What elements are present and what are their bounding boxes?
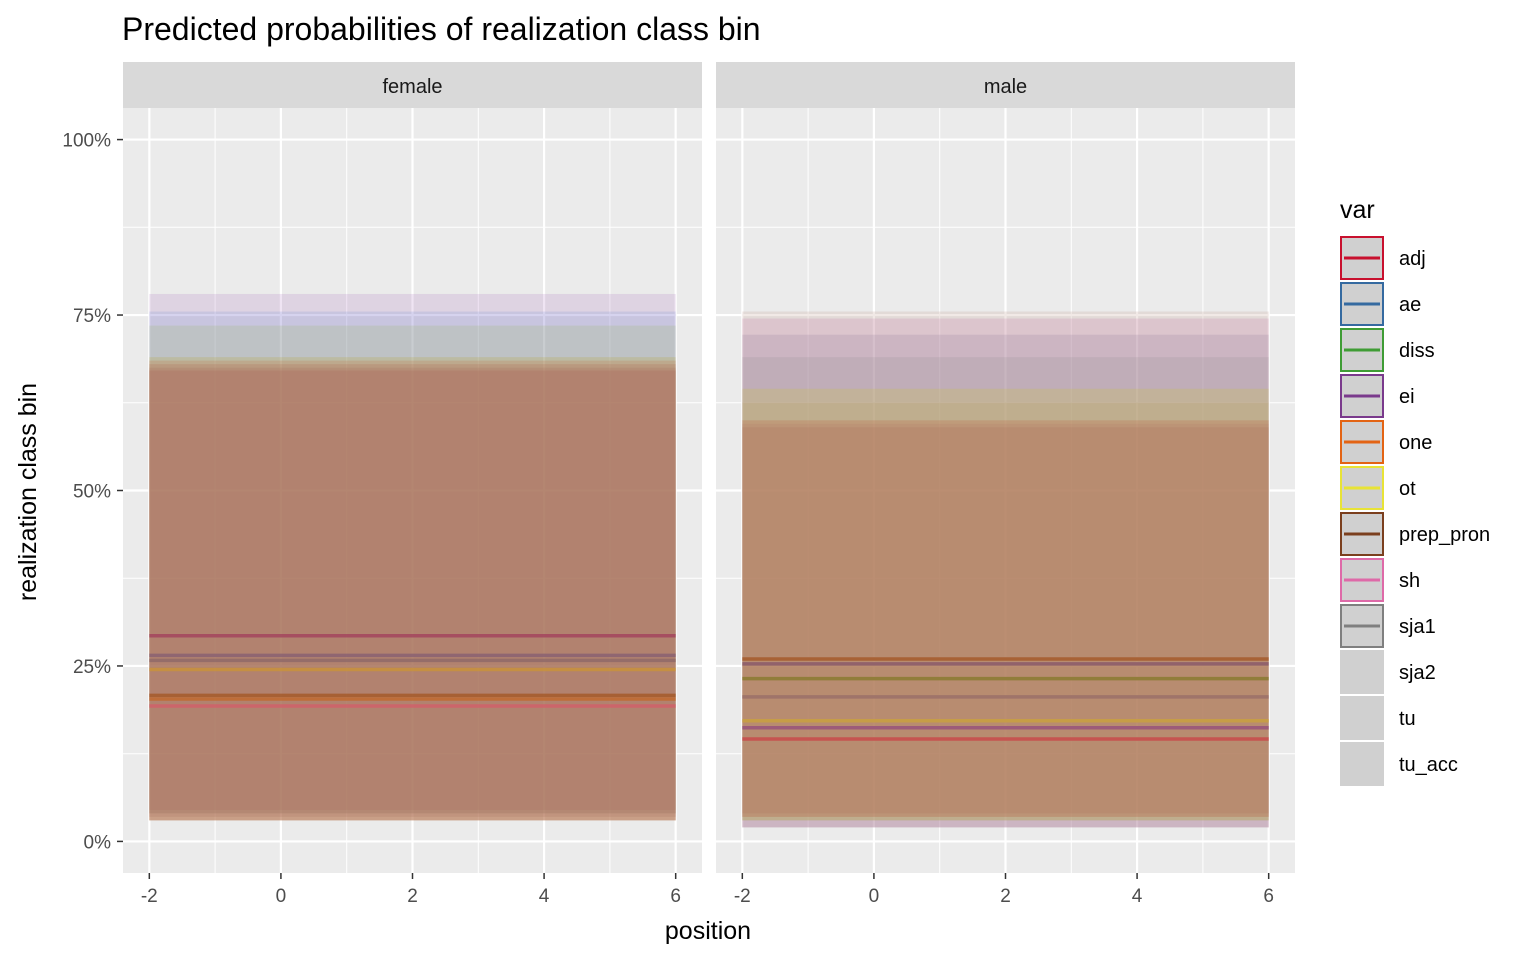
confidence-band [742, 420, 1269, 817]
legend-item-ot: ot [1340, 466, 1416, 510]
legend-label: tu [1399, 708, 1416, 730]
x-tick-label: 2 [1000, 886, 1011, 907]
x-tick-label: -2 [734, 886, 751, 907]
legend-item-tu: tu [1340, 696, 1416, 740]
confidence-band [742, 357, 1269, 821]
x-axis-title: position [665, 917, 751, 945]
x-tick-label: 0 [869, 886, 880, 907]
confidence-band [149, 325, 676, 814]
confidence-band [149, 364, 676, 821]
confidence-band [742, 318, 1269, 828]
facet-strip [123, 62, 702, 108]
legend-label: sja1 [1399, 616, 1436, 638]
confidence-band [149, 360, 676, 821]
confidence-band [149, 311, 676, 814]
legend-item-diss: diss [1340, 328, 1435, 372]
legend-item-sja1: sja1 [1340, 604, 1436, 648]
confidence-band [149, 293, 676, 814]
legend-label: ei [1399, 386, 1415, 408]
facet-strip-label: male [984, 76, 1027, 98]
legend-label: adj [1399, 248, 1426, 270]
facet-strip-label: female [382, 76, 442, 98]
legend-item-ei: ei [1340, 374, 1415, 418]
facet-panel-male: male -2 0 2 4 6 [716, 62, 1295, 907]
legend-item-adj: adj [1340, 236, 1426, 280]
confidence-band [742, 423, 1269, 817]
confidence-band [742, 388, 1269, 821]
legend-item-one: one [1340, 420, 1432, 464]
legend-key [1340, 650, 1384, 694]
legend-label: tu_acc [1399, 754, 1458, 776]
legend-key [1340, 696, 1384, 740]
x-tick-label: -2 [141, 886, 158, 907]
legend-item-sja2: sja2 [1340, 650, 1436, 694]
x-tick-label: 2 [407, 886, 418, 907]
legend-label: ot [1399, 478, 1416, 500]
facet-panels: female -2 0 2 4 6 0% 25% 50% 75% 100% male -2 0 2 4 6 [62, 62, 1295, 907]
x-tick-label: 6 [1263, 886, 1274, 907]
legend-item-prep_pron: prep_pron [1340, 512, 1490, 556]
y-tick-label: 50% [73, 482, 111, 503]
y-axis-title: realization class bin [14, 383, 42, 601]
y-tick-label: 100% [62, 131, 111, 152]
y-tick-label: 0% [84, 832, 112, 853]
legend-label: sh [1399, 570, 1420, 592]
legend-key [1340, 742, 1384, 786]
legend-label: one [1399, 432, 1432, 454]
chart-title: Predicted probabilities of realization c… [122, 11, 761, 47]
legend-label: diss [1399, 340, 1435, 362]
x-tick-label: 4 [1132, 886, 1143, 907]
y-tick-label: 25% [73, 657, 111, 678]
confidence-band [742, 311, 1269, 828]
legend-item-ae: ae [1340, 282, 1421, 326]
facet-strip [716, 62, 1295, 108]
legend-label: prep_pron [1399, 524, 1490, 546]
x-tick-label: 0 [276, 886, 287, 907]
confidence-band [149, 369, 676, 821]
legend-item-sh: sh [1340, 558, 1420, 602]
confidence-band [742, 427, 1269, 814]
legend-item-tu_acc: tu_acc [1340, 742, 1458, 786]
legend-label: sja2 [1399, 662, 1436, 684]
facet-panel-female: female -2 0 2 4 6 0% 25% 50% 75% 100% [62, 62, 702, 907]
legend-title: var [1340, 196, 1375, 224]
x-tick-label: 6 [670, 886, 681, 907]
x-tick-label: 4 [539, 886, 550, 907]
confidence-band [149, 357, 676, 821]
legend-label: ae [1399, 294, 1421, 316]
confidence-band [149, 371, 676, 810]
y-tick-label: 75% [73, 306, 111, 327]
confidence-band [742, 334, 1269, 828]
confidence-band [149, 367, 676, 817]
confidence-band [742, 402, 1269, 821]
